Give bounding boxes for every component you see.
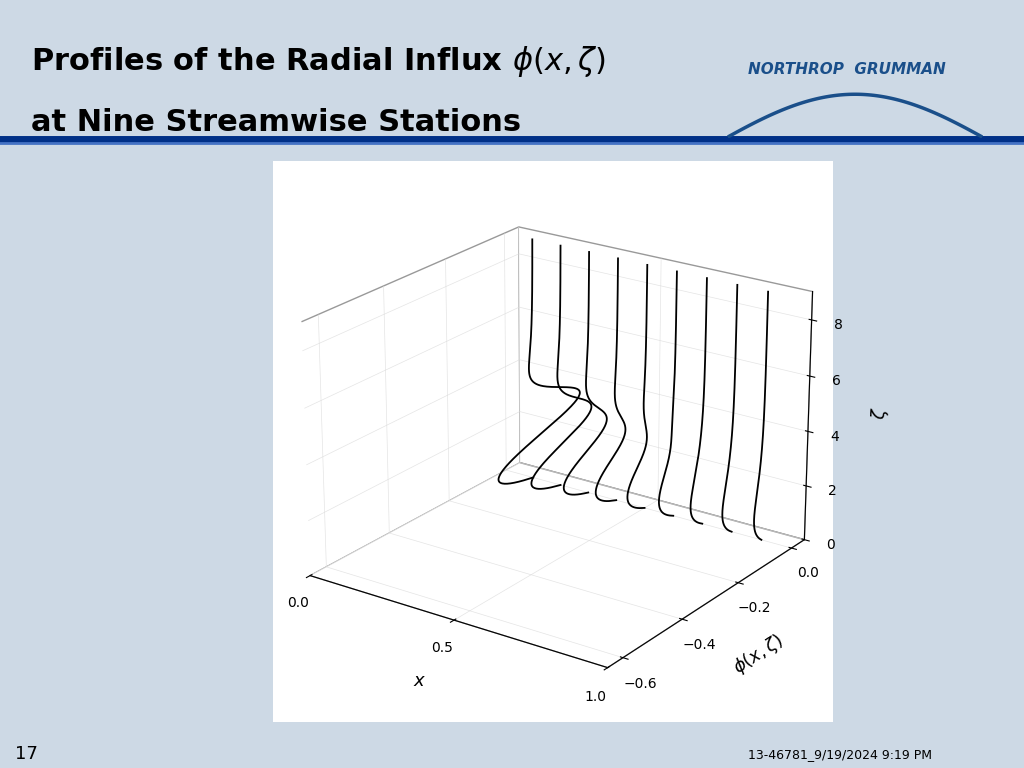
Text: at Nine Streamwise Stations: at Nine Streamwise Stations — [31, 108, 521, 137]
Text: Profiles of the Radial Influx $\phi(x,\zeta)$: Profiles of the Radial Influx $\phi(x,\z… — [31, 44, 605, 79]
X-axis label: $x$: $x$ — [413, 672, 426, 690]
Text: NORTHROP  GRUMMAN: NORTHROP GRUMMAN — [748, 61, 945, 77]
Text: 17: 17 — [15, 745, 38, 763]
Y-axis label: $\phi(x,\zeta)$: $\phi(x,\zeta)$ — [729, 630, 788, 679]
Text: 13-46781_9/19/2024 9:19 PM: 13-46781_9/19/2024 9:19 PM — [748, 748, 932, 760]
